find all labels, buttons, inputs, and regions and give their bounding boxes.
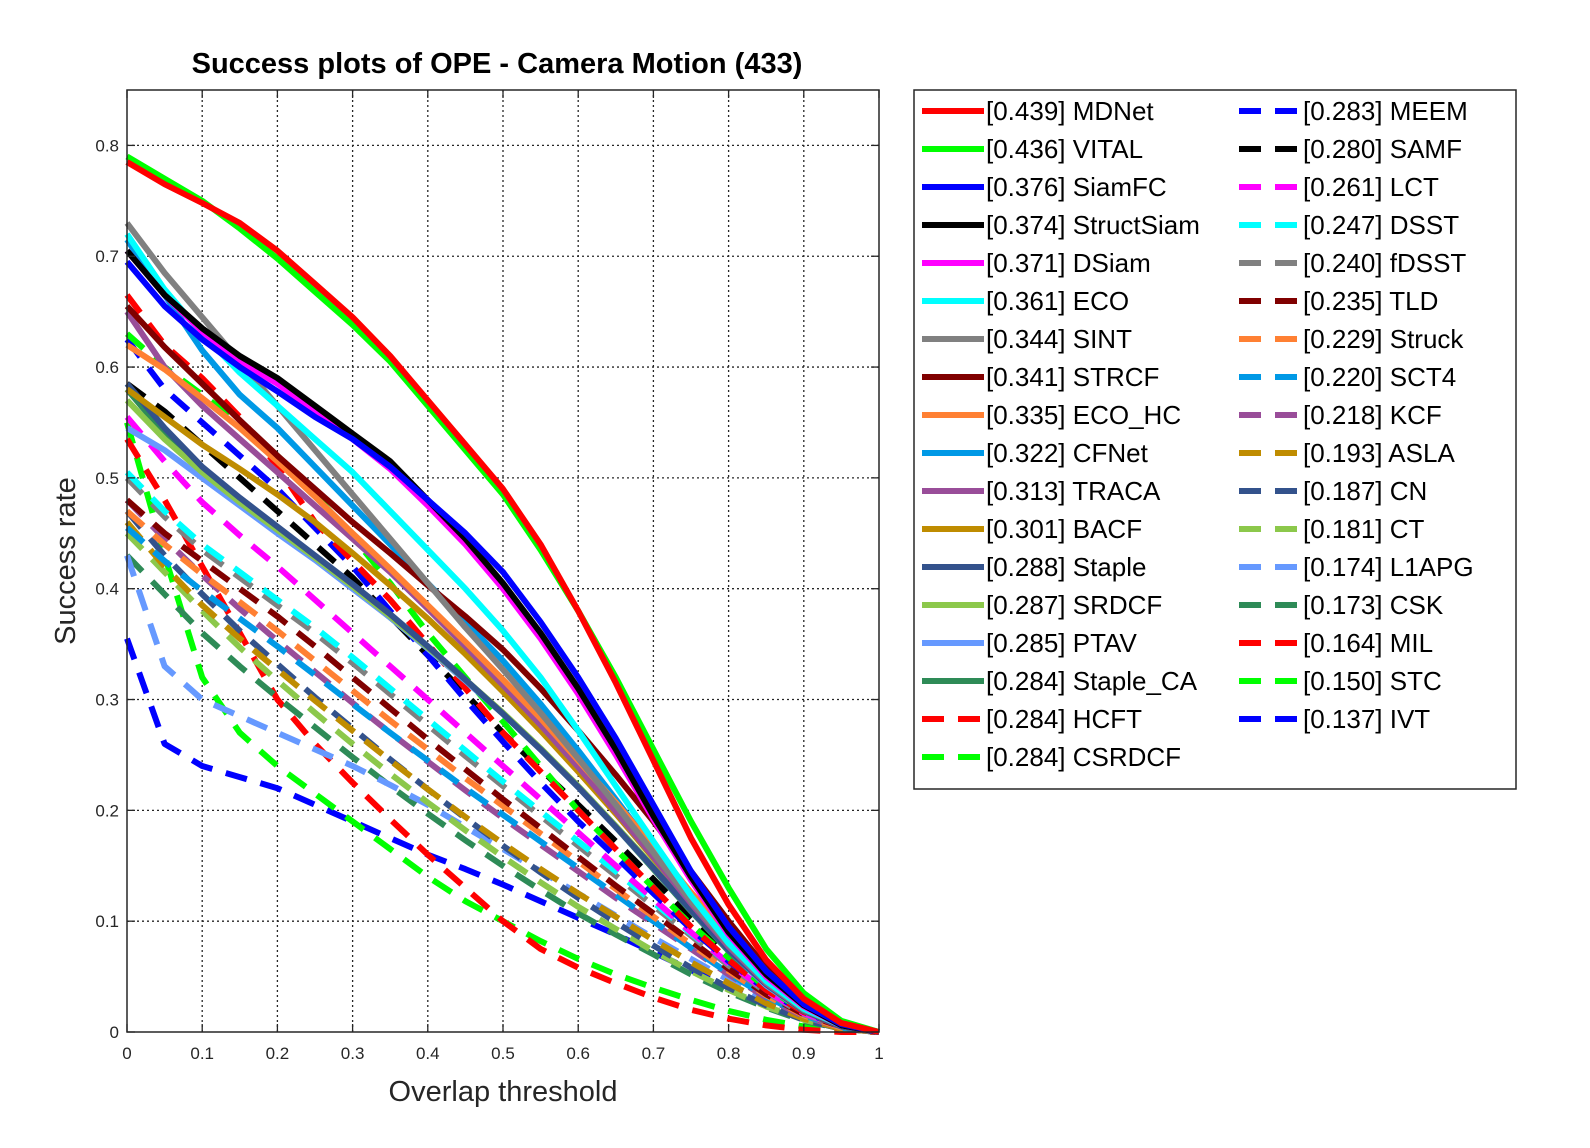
y-tick-label: 0.1 — [95, 912, 119, 931]
x-tick-label: 0.5 — [491, 1044, 515, 1063]
series-line — [124, 509, 880, 1035]
legend-label: [0.361] ECO — [986, 286, 1129, 316]
series-line — [125, 508, 880, 1035]
legend-label: [0.322] CFNet — [986, 438, 1149, 468]
legend-label: [0.376] SiamFC — [986, 172, 1167, 202]
legend-label: [0.344] SINT — [986, 324, 1132, 354]
legend-label: [0.284] CSRDCF — [986, 742, 1181, 772]
y-ticks: 0 0.1 0.2 0.3 0.4 0.5 0.6 0.7 0.8 — [95, 136, 879, 1042]
legend-label: [0.193] ASLA — [1303, 438, 1455, 468]
series-line — [125, 153, 880, 1035]
y-tick-label: 0.5 — [95, 469, 119, 488]
x-tick-label: 0.7 — [642, 1044, 666, 1063]
x-tick-label: 0.8 — [717, 1044, 741, 1063]
legend-label: [0.285] PTAV — [986, 628, 1137, 658]
legend-label: [0.341] STRCF — [986, 362, 1159, 392]
chart-title: Success plots of OPE - Camera Motion (43… — [192, 48, 803, 80]
series-line — [124, 259, 880, 1035]
series-line — [125, 159, 880, 1035]
legend — [913, 89, 1517, 790]
legend-label: [0.247] DSST — [1303, 210, 1459, 240]
legend-label: [0.218] KCF — [1303, 400, 1442, 430]
x-tick-label: 0.2 — [266, 1044, 290, 1063]
y-tick-label: 0.6 — [95, 358, 119, 377]
y-tick-label: 0.4 — [95, 580, 119, 599]
x-tick-label: 0.6 — [566, 1044, 590, 1063]
legend-label: [0.261] LCT — [1303, 172, 1439, 202]
legend-label: [0.436] VITAL — [986, 134, 1143, 164]
x-tick-label: 0.9 — [792, 1044, 816, 1063]
legend-label: [0.137] IVT — [1303, 704, 1430, 734]
legend-label: [0.287] SRDCF — [986, 590, 1162, 620]
series-line — [124, 437, 879, 1035]
legend-label: [0.335] ECO_HC — [986, 400, 1181, 430]
y-tick-label: 0 — [110, 1023, 119, 1042]
series-line — [124, 497, 880, 1035]
series-line — [124, 232, 880, 1035]
x-tick-label: 0.3 — [341, 1044, 365, 1063]
y-tick-label: 0.7 — [95, 247, 119, 266]
legend-label: [0.164] MIL — [1303, 628, 1433, 658]
series-line — [125, 525, 880, 1035]
series-line — [124, 637, 880, 1035]
legend-label: [0.284] HCFT — [986, 704, 1142, 734]
legend-label: [0.283] MEEM — [1303, 96, 1468, 126]
legend-label: [0.173] CSK — [1303, 590, 1444, 620]
legend-label: [0.220] SCT4 — [1303, 362, 1456, 392]
y-tick-label: 0.3 — [95, 691, 119, 710]
legend-label: [0.371] DSiam — [986, 248, 1151, 278]
legend-label: [0.235] TLD — [1303, 286, 1438, 316]
x-tick-label: 0.1 — [190, 1044, 214, 1063]
legend-entries: [0.439] MDNet [0.436] VITAL [0.376] SiamFC… — [922, 96, 1474, 772]
series-lines — [124, 153, 880, 1035]
legend-label: [0.374] StructSiam — [986, 210, 1200, 240]
legend-label: [0.187] CN — [1303, 476, 1427, 506]
legend-label: [0.280] SAMF — [1303, 134, 1462, 164]
legend-label: [0.240] fDSST — [1303, 248, 1466, 278]
y-tick-label: 0.2 — [95, 801, 119, 820]
legend-label: [0.150] STC — [1303, 666, 1442, 696]
x-tick-label: 0.4 — [416, 1044, 440, 1063]
legend-label: [0.181] CT — [1303, 514, 1425, 544]
legend-label: [0.284] Staple_CA — [986, 666, 1198, 696]
x-axis-label: Overlap threshold — [389, 1076, 618, 1108]
series-line — [124, 337, 880, 1035]
legend-label: [0.313] TRACA — [986, 476, 1161, 506]
x-tick-label: 0 — [122, 1044, 131, 1063]
x-tick-label: 1 — [874, 1044, 883, 1063]
legend-label: [0.288] Staple — [986, 552, 1146, 582]
x-ticks: 0 0.1 0.2 0.3 0.4 0.5 0.6 0.7 0.8 0.9 1 — [122, 90, 884, 1063]
y-axis-label: Success rate — [50, 477, 82, 645]
y-tick-label: 0.8 — [95, 136, 119, 155]
legend-label: [0.229] Struck — [1303, 324, 1464, 354]
series-line — [124, 414, 880, 1035]
legend-label: [0.174] L1APG — [1303, 552, 1474, 582]
legend-label: [0.439] MDNet — [986, 96, 1154, 126]
legend-label: [0.301] BACF — [986, 514, 1142, 544]
